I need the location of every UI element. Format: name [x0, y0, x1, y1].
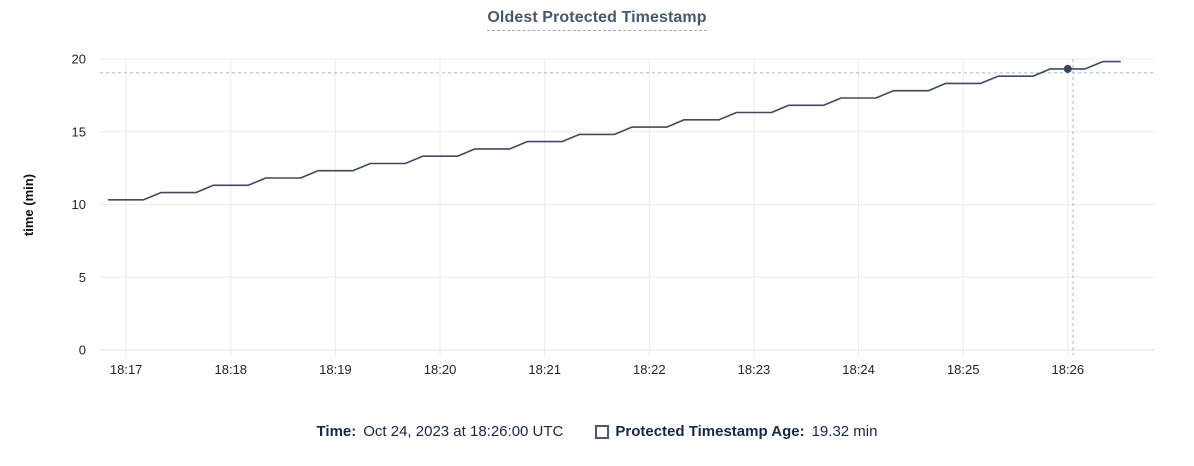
y-tick-label: 5 — [79, 270, 86, 285]
axis-labels: 0 5 10 15 20 18:17 18:18 18:19 18:20 18:21 18:22 18… — [72, 52, 1085, 377]
hover-point — [1063, 64, 1072, 73]
x-tick-label: 18:23 — [738, 362, 771, 377]
y-tick-label: 20 — [72, 52, 86, 67]
x-tick-label: 18:21 — [528, 362, 561, 377]
y-tick-label: 0 — [79, 343, 86, 358]
gridlines — [100, 58, 1155, 357]
tooltip-series-label: Protected Timestamp Age: — [615, 423, 805, 440]
x-tick-label: 18:22 — [633, 362, 666, 377]
series-toggle-checkbox[interactable] — [595, 425, 610, 439]
x-tick-label: 18:19 — [319, 362, 352, 377]
chart-header: Oldest Protected Timestamp — [0, 9, 1194, 31]
x-tick-label: 18:26 — [1052, 362, 1085, 377]
series-line — [107, 60, 1121, 201]
line-chart[interactable]: 0 5 10 15 20 18:17 18:18 18:19 18:20 18:21 18:22 18… — [0, 0, 1194, 400]
x-tick-label: 18:20 — [424, 362, 457, 377]
x-tick-label: 18:24 — [842, 362, 875, 377]
tooltip-time-value: Oct 24, 2023 at 18:26:00 UTC — [363, 423, 564, 440]
y-tick-label: 15 — [72, 124, 86, 139]
x-tick-label: 18:18 — [215, 362, 248, 377]
tooltip-series-value: 19.32 min — [811, 423, 878, 440]
chart-title[interactable]: Oldest Protected Timestamp — [487, 9, 707, 31]
y-axis-title: time (min) — [21, 174, 36, 236]
y-tick-label: 10 — [72, 197, 86, 212]
x-tick-label: 18:25 — [947, 362, 980, 377]
x-tick-label: 18:17 — [110, 362, 143, 377]
hover-tooltip-bar: Time: Oct 24, 2023 at 18:26:00 UTC Prote… — [0, 421, 1194, 443]
tooltip-time-label: Time: — [316, 423, 357, 440]
